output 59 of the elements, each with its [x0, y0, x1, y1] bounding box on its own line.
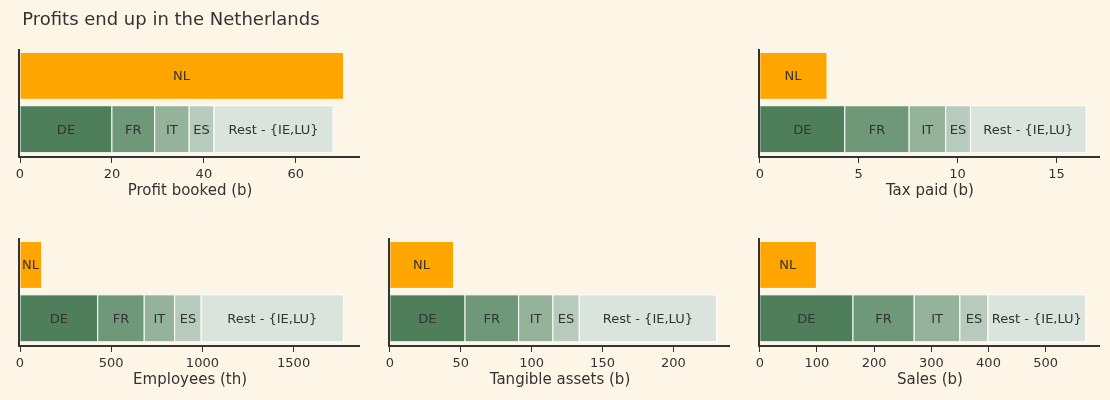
x-tick-label: 200: [861, 355, 887, 371]
series-label: FR: [125, 121, 142, 137]
series-label: Rest - {IE,LU}: [227, 310, 318, 326]
x-tick-label: 100: [519, 355, 545, 371]
x-tick-label: 50: [452, 355, 470, 371]
x-tick-label: 20: [103, 166, 121, 182]
series-label: FR: [868, 121, 886, 137]
x-tick-label: 300: [918, 355, 944, 371]
x-tick-label: 400: [976, 355, 1001, 371]
x-axis-title: Tangible assets (b): [488, 370, 631, 389]
x-tick-label: 0: [385, 355, 395, 371]
x-tick-label: 10: [949, 166, 966, 182]
x-axis-title: Tax paid (b): [884, 181, 974, 200]
x-tick-label: 0: [15, 355, 25, 371]
x-axis-title: Profit booked (b): [127, 181, 253, 200]
x-tick-label: 200: [660, 355, 686, 371]
series-label: ES: [949, 121, 967, 137]
x-tick-label: 150: [590, 355, 615, 371]
series-label: Rest - {IE,LU}: [983, 121, 1074, 137]
series-label: Rest - {IE,LU}: [228, 121, 319, 137]
series-label: NL: [784, 68, 803, 84]
x-tick-label: 0: [755, 355, 764, 371]
series-label: IT: [931, 310, 943, 326]
series-label: ES: [965, 310, 983, 326]
series-label: NL: [21, 257, 40, 273]
x-tick-label: 0: [755, 166, 764, 182]
x-tick-label: 1000: [185, 355, 219, 371]
series-label: ES: [193, 121, 210, 137]
x-tick-label: 1500: [277, 355, 311, 371]
x-tick-label: 15: [1048, 166, 1065, 182]
series-label: FR: [875, 310, 892, 326]
series-label: FR: [483, 310, 501, 326]
series-label: NL: [412, 257, 431, 273]
series-label: DE: [797, 310, 816, 326]
series-label: FR: [112, 310, 130, 326]
series-label: Rest - {IE,LU}: [602, 310, 693, 326]
series-label: ES: [557, 310, 575, 326]
series-label: NL: [172, 68, 191, 84]
chart-title: Profits end up in the Netherlands: [22, 7, 320, 29]
x-axis-title: Sales (b): [896, 370, 963, 389]
series-label: DE: [793, 121, 812, 137]
series-label: ES: [179, 310, 197, 326]
x-tick-label: 60: [287, 166, 305, 182]
x-axis-title: Employees (th): [133, 370, 248, 389]
x-tick-label: 500: [1033, 355, 1059, 371]
x-tick-label: 500: [98, 355, 124, 371]
x-tick-label: 40: [195, 166, 213, 182]
series-label: IT: [153, 310, 166, 326]
series-label: IT: [529, 310, 542, 326]
series-label: IT: [921, 121, 934, 137]
x-tick-label: 5: [854, 166, 863, 182]
x-tick-label: 100: [804, 355, 830, 371]
series-label: DE: [49, 310, 68, 326]
series-label: NL: [779, 257, 797, 273]
x-tick-label: 0: [15, 166, 25, 182]
series-label: Rest - {IE,LU}: [991, 310, 1082, 326]
series-label: DE: [418, 310, 437, 326]
series-label: DE: [56, 121, 76, 137]
series-label: IT: [166, 121, 178, 137]
